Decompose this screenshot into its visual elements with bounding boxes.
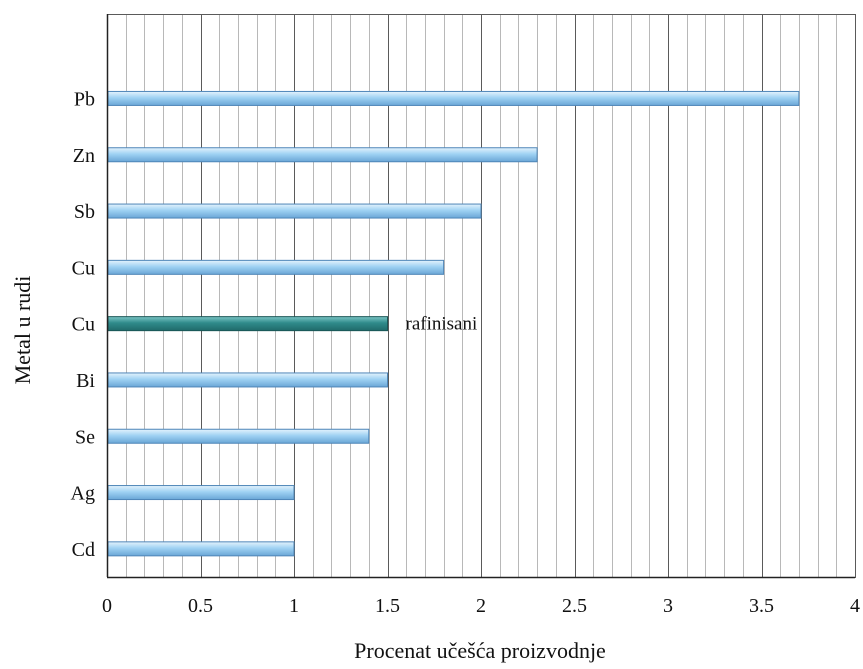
bar — [107, 147, 538, 163]
category-label: Se — [75, 426, 95, 448]
x-tick-labels: 0 0.5 1 1.5 2 2.5 3 3.5 4 — [102, 595, 860, 617]
bar — [107, 203, 482, 219]
bar — [107, 485, 295, 501]
y-tick-labels: Cd Ag Se Bi Cu Cu Sb Zn Pb — [71, 88, 96, 560]
bar — [107, 90, 800, 106]
category-label: Cd — [72, 539, 95, 561]
bar-highlighted — [107, 316, 388, 332]
y-axis-title: Metal u rudi — [10, 276, 35, 385]
x-tick-label: 4 — [850, 595, 860, 617]
grid-lines — [126, 14, 837, 577]
bar — [107, 259, 445, 275]
x-tick-label: 3 — [663, 595, 673, 617]
x-tick-label: 2 — [476, 595, 486, 617]
annotations: rafinisani — [406, 314, 478, 335]
x-tick-label: 1.5 — [375, 595, 400, 617]
x-tick-label: 1 — [289, 595, 299, 617]
annotation-label: rafinisani — [406, 314, 478, 335]
category-label: Pb — [74, 88, 95, 110]
x-tick-label: 2.5 — [562, 595, 587, 617]
category-label: Cu — [72, 257, 95, 279]
x-axis-title: Procenat učešća proizvodnje — [354, 638, 606, 663]
bar — [107, 428, 370, 444]
bar — [107, 541, 295, 557]
bar — [107, 372, 388, 388]
category-label: Bi — [76, 370, 95, 392]
x-tick-label: 3.5 — [749, 595, 774, 617]
x-tick-label: 0 — [102, 595, 112, 617]
category-label: Ag — [71, 483, 95, 505]
category-label: Sb — [74, 201, 95, 223]
x-tick-label: 0.5 — [188, 595, 213, 617]
category-label: Cu — [72, 314, 95, 336]
category-label: Zn — [73, 145, 95, 167]
